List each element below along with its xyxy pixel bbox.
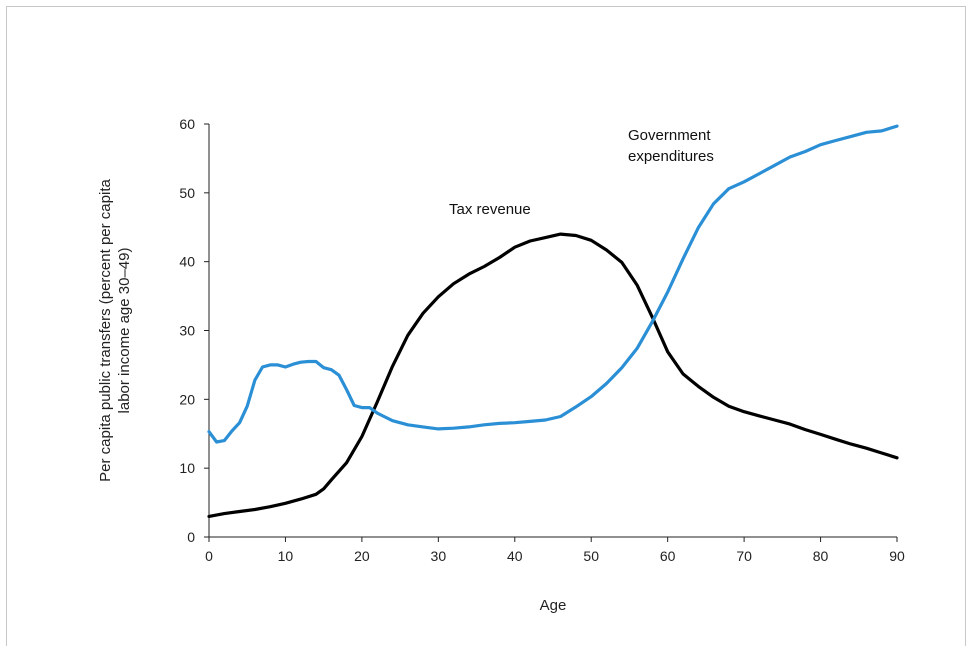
y-tick-label: 30 — [179, 323, 195, 339]
x-axis-title: Age — [540, 597, 567, 614]
series-annotation: Government expenditures — [628, 127, 714, 165]
y-tick-label: 20 — [179, 391, 195, 407]
x-axis-ticks: 0 10 20 30 40 50 60 70 80 90 — [205, 537, 905, 564]
annotation-line: Government — [628, 127, 711, 144]
y-tick-label: 10 — [179, 460, 195, 476]
series-line-tax-revenue — [207, 232, 899, 518]
x-tick-label: 40 — [507, 548, 523, 564]
y-axis-title-line: labor income age 30–49) — [116, 248, 133, 414]
x-tick-label: 10 — [278, 548, 294, 564]
y-tick-label: 50 — [179, 185, 195, 201]
y-tick-label: 60 — [179, 116, 195, 132]
x-tick-label: 60 — [660, 548, 676, 564]
chart-frame — [6, 6, 966, 646]
annotation-line: Tax revenue — [449, 201, 531, 218]
x-tick-label: 90 — [889, 548, 905, 564]
x-tick-label: 0 — [205, 548, 213, 564]
y-tick-label: 40 — [179, 254, 195, 270]
annotations: Tax revenue Government expenditures — [449, 127, 714, 218]
series-annotation: Tax revenue — [449, 201, 531, 218]
x-tick-label: 70 — [736, 548, 752, 564]
series-line-government-expenditures — [207, 124, 899, 444]
y-axis-title: Per capita public transfers (percent per… — [97, 179, 133, 482]
series-layer — [207, 124, 899, 518]
line-chart: 0 10 20 30 40 50 60 0 10 20 30 40 50 60 70 80 90 Tax re… — [97, 116, 905, 614]
annotation-line: expenditures — [628, 148, 714, 165]
x-tick-label: 50 — [583, 548, 599, 564]
y-axis-title-line: Per capita public transfers (percent per… — [97, 179, 114, 482]
x-tick-label: 30 — [431, 548, 447, 564]
y-tick-label: 0 — [187, 529, 195, 545]
x-tick-label: 80 — [813, 548, 829, 564]
x-tick-label: 20 — [354, 548, 370, 564]
y-axis-ticks: 0 10 20 30 40 50 60 — [179, 116, 209, 545]
y-axis-title-text: Per capita public transfers (percent per… — [97, 179, 133, 482]
